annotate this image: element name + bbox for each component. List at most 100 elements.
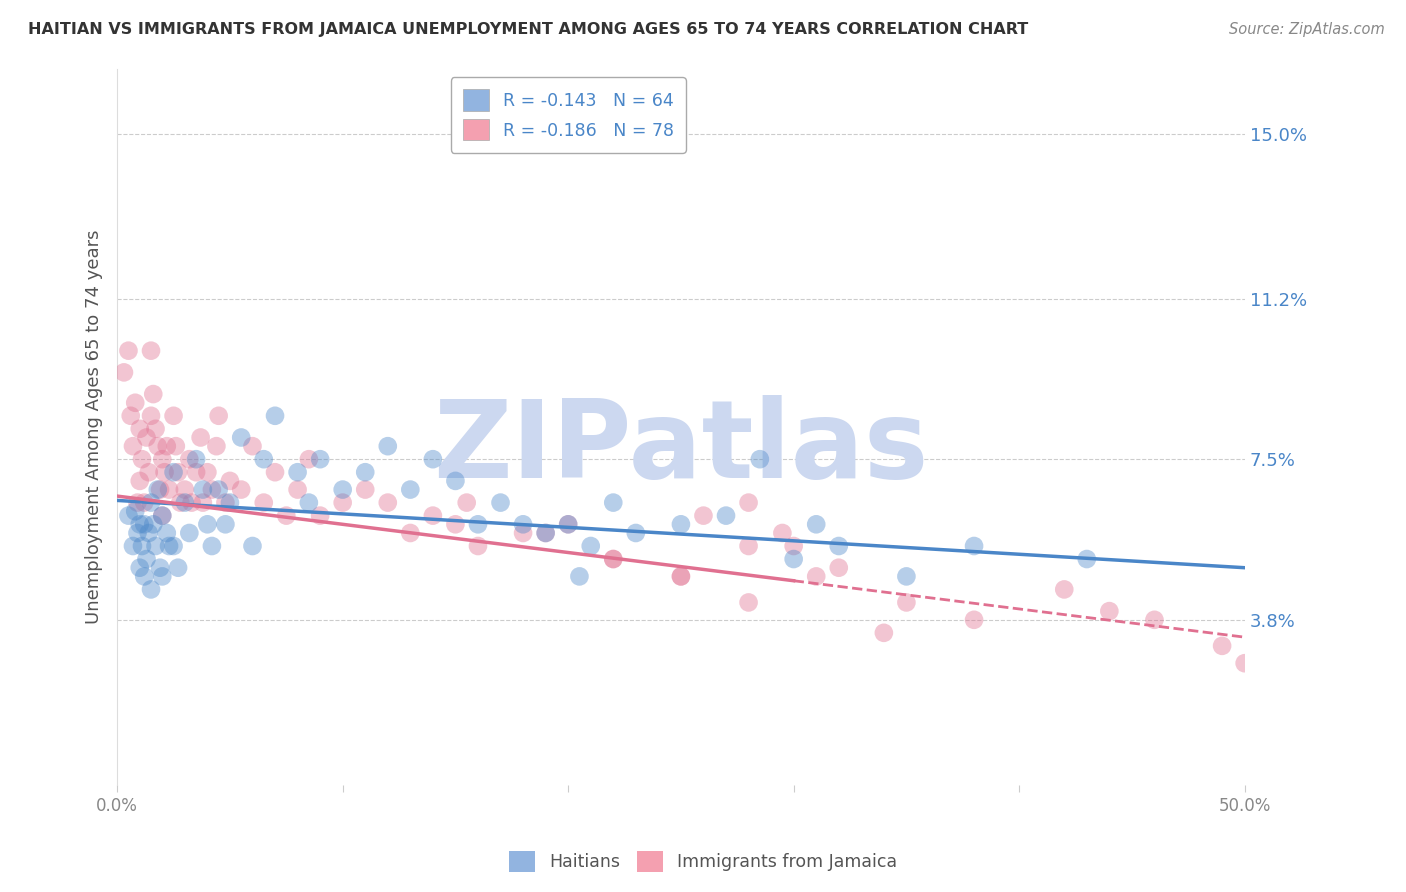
Point bbox=[1233, 657, 1256, 671]
Point bbox=[138, 526, 160, 541]
Point bbox=[214, 517, 236, 532]
Point bbox=[124, 504, 146, 518]
Point bbox=[120, 409, 142, 423]
Point bbox=[150, 569, 173, 583]
Point bbox=[117, 508, 139, 523]
Point bbox=[142, 517, 165, 532]
Point bbox=[377, 439, 399, 453]
Legend: Haitians, Immigrants from Jamaica: Haitians, Immigrants from Jamaica bbox=[502, 844, 904, 879]
Point bbox=[806, 569, 828, 583]
Point bbox=[444, 474, 467, 488]
Point bbox=[138, 465, 160, 479]
Point bbox=[332, 483, 354, 497]
Point bbox=[190, 430, 212, 444]
Point bbox=[150, 452, 173, 467]
Point bbox=[298, 495, 321, 509]
Point bbox=[162, 465, 184, 479]
Point bbox=[157, 483, 180, 497]
Point bbox=[191, 483, 214, 497]
Point bbox=[208, 409, 231, 423]
Point bbox=[242, 539, 264, 553]
Point bbox=[512, 526, 534, 541]
Point bbox=[128, 560, 150, 574]
Point bbox=[131, 452, 153, 467]
Point bbox=[179, 452, 201, 467]
Point bbox=[602, 552, 624, 566]
Point bbox=[149, 483, 172, 497]
Y-axis label: Unemployment Among Ages 65 to 74 years: Unemployment Among Ages 65 to 74 years bbox=[86, 229, 103, 624]
Point bbox=[467, 539, 489, 553]
Point bbox=[135, 552, 157, 566]
Point bbox=[782, 552, 804, 566]
Point bbox=[1053, 582, 1076, 597]
Point bbox=[456, 495, 478, 509]
Point bbox=[131, 539, 153, 553]
Point bbox=[557, 517, 579, 532]
Point bbox=[184, 465, 207, 479]
Point bbox=[253, 495, 276, 509]
Point bbox=[146, 483, 169, 497]
Point bbox=[873, 625, 896, 640]
Point bbox=[169, 495, 191, 509]
Point bbox=[354, 465, 377, 479]
Point bbox=[377, 495, 399, 509]
Point bbox=[1143, 613, 1166, 627]
Point bbox=[201, 539, 224, 553]
Point bbox=[184, 452, 207, 467]
Point bbox=[214, 495, 236, 509]
Point bbox=[122, 439, 145, 453]
Point bbox=[180, 495, 202, 509]
Point bbox=[134, 495, 156, 509]
Point bbox=[242, 439, 264, 453]
Point bbox=[264, 465, 287, 479]
Point bbox=[162, 409, 184, 423]
Point bbox=[197, 517, 219, 532]
Point bbox=[896, 569, 918, 583]
Point bbox=[534, 526, 557, 541]
Point bbox=[669, 569, 692, 583]
Point bbox=[128, 517, 150, 532]
Text: HAITIAN VS IMMIGRANTS FROM JAMAICA UNEMPLOYMENT AMONG AGES 65 TO 74 YEARS CORREL: HAITIAN VS IMMIGRANTS FROM JAMAICA UNEMP… bbox=[28, 22, 1028, 37]
Point bbox=[467, 517, 489, 532]
Point bbox=[399, 483, 422, 497]
Point bbox=[1076, 552, 1098, 566]
Point bbox=[128, 422, 150, 436]
Point bbox=[122, 539, 145, 553]
Point bbox=[422, 452, 444, 467]
Point bbox=[253, 452, 276, 467]
Point bbox=[534, 526, 557, 541]
Point bbox=[191, 495, 214, 509]
Point bbox=[173, 495, 195, 509]
Point bbox=[489, 495, 512, 509]
Point bbox=[276, 508, 298, 523]
Point bbox=[134, 569, 156, 583]
Point bbox=[146, 439, 169, 453]
Point bbox=[692, 508, 714, 523]
Point bbox=[142, 387, 165, 401]
Point bbox=[128, 474, 150, 488]
Point bbox=[127, 495, 149, 509]
Point bbox=[134, 517, 156, 532]
Point bbox=[139, 495, 162, 509]
Point bbox=[748, 452, 770, 467]
Point bbox=[332, 495, 354, 509]
Point bbox=[124, 396, 146, 410]
Point bbox=[153, 465, 176, 479]
Point bbox=[828, 560, 851, 574]
Point bbox=[139, 343, 162, 358]
Point bbox=[782, 539, 804, 553]
Point bbox=[208, 483, 231, 497]
Point bbox=[669, 517, 692, 532]
Point bbox=[117, 343, 139, 358]
Point bbox=[354, 483, 377, 497]
Point bbox=[149, 560, 172, 574]
Point bbox=[139, 409, 162, 423]
Point bbox=[737, 595, 759, 609]
Point bbox=[568, 569, 591, 583]
Point bbox=[399, 526, 422, 541]
Legend: R = -0.143   N = 64, R = -0.186   N = 78: R = -0.143 N = 64, R = -0.186 N = 78 bbox=[450, 78, 686, 153]
Point bbox=[669, 569, 692, 583]
Point bbox=[602, 495, 624, 509]
Point bbox=[309, 508, 332, 523]
Point bbox=[156, 526, 179, 541]
